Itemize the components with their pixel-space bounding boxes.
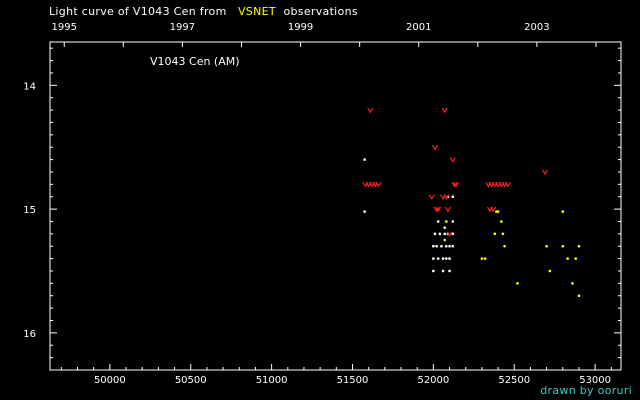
year-tick-label: 1995 (52, 22, 77, 33)
visual-point (436, 220, 440, 223)
ccd-point (493, 232, 497, 236)
ccd-point (501, 232, 505, 236)
ccd-point (548, 269, 552, 273)
visual-point (448, 269, 451, 273)
upper-limit-point (449, 157, 456, 163)
upper-limit-point (504, 182, 511, 188)
visual-point (363, 210, 366, 213)
visual-point (440, 244, 443, 248)
credit-text: drawn by ooruri (540, 384, 632, 397)
visual-point (451, 195, 455, 199)
year-axis-ticks: 1995 1997 1999 2001 2003 (52, 22, 597, 47)
upper-limit-point (541, 169, 548, 176)
visual-point (451, 232, 455, 236)
upper-limit-point (490, 206, 497, 213)
x-tick-label: 51500 (337, 375, 369, 386)
x-tick-label: 50000 (94, 375, 126, 386)
upper-limit-point (441, 107, 448, 114)
ccd-point (561, 244, 565, 248)
upper-limit-point (367, 107, 374, 114)
ccd-point (496, 210, 500, 213)
upper-limit-point (444, 206, 451, 213)
visual-point (441, 257, 445, 260)
upper-limit-point (428, 194, 435, 200)
visual-point (445, 257, 448, 260)
visual-point (432, 257, 435, 260)
header-title-prefix: Light curve of V1043 Cen from (49, 5, 227, 18)
visual-point (436, 257, 440, 260)
visual-point (443, 226, 446, 229)
ccd-point (577, 244, 581, 248)
visual-point (448, 257, 451, 260)
ccd-point (545, 244, 548, 248)
year-tick-label: 2003 (524, 22, 549, 33)
x-tick-label: 50500 (175, 375, 207, 386)
visual-point (451, 220, 455, 223)
visual-point (435, 244, 438, 248)
y-axis-ticks: 14 15 16 (23, 47, 621, 359)
ccd-point (574, 257, 578, 260)
visual-point (441, 269, 445, 273)
year-tick-label: 2001 (406, 22, 431, 33)
year-tick-label: 1999 (288, 22, 313, 33)
data-points (362, 107, 581, 298)
ccd-point (561, 210, 565, 213)
visual-point (438, 232, 442, 236)
visual-point (443, 232, 446, 236)
star-label: V1043 Cen (AM) (150, 55, 240, 68)
upper-limit-point (435, 206, 442, 213)
upper-limit-point (433, 206, 440, 213)
x-axis-ticks: 50000 50500 51000 51500 52000 52500 53000 (60, 364, 612, 386)
visual-point (433, 232, 437, 236)
ccd-point (571, 282, 574, 285)
x-tick-label: 52500 (498, 375, 530, 386)
visual-point (432, 269, 435, 273)
x-tick-label: 52000 (417, 375, 449, 386)
ccd-point (443, 238, 446, 242)
ccd-point (483, 257, 487, 260)
ccd-point (480, 257, 484, 260)
chart-header: Light curve of V1043 Cen from VSNET obse… (49, 5, 358, 18)
ccd-point (500, 220, 503, 223)
ccd-point (516, 282, 519, 285)
plot-frame (49, 41, 622, 371)
visual-point (451, 244, 455, 248)
upper-limit-point (452, 182, 460, 188)
x-tick-label: 51000 (256, 375, 288, 386)
upper-limit-point (431, 144, 438, 151)
header-source: VSNET (237, 5, 276, 18)
ccd-point (577, 294, 581, 298)
ccd-point (503, 244, 506, 248)
visual-point (432, 244, 435, 248)
year-tick-label: 1997 (170, 22, 195, 33)
header-title-suffix: observations (283, 5, 358, 18)
visual-point (363, 158, 366, 161)
upper-limit-point (375, 182, 382, 188)
y-tick-label: 15 (23, 205, 36, 216)
visual-point (448, 244, 451, 248)
upper-limit-point (443, 194, 450, 200)
x-tick-label: 53000 (579, 375, 611, 386)
y-tick-label: 14 (23, 81, 36, 92)
visual-point (445, 244, 448, 248)
upper-limit-point (451, 182, 458, 188)
ccd-point (445, 220, 448, 223)
upper-limit-point (446, 231, 453, 237)
y-tick-label: 16 (23, 329, 36, 340)
ccd-point (566, 257, 569, 260)
